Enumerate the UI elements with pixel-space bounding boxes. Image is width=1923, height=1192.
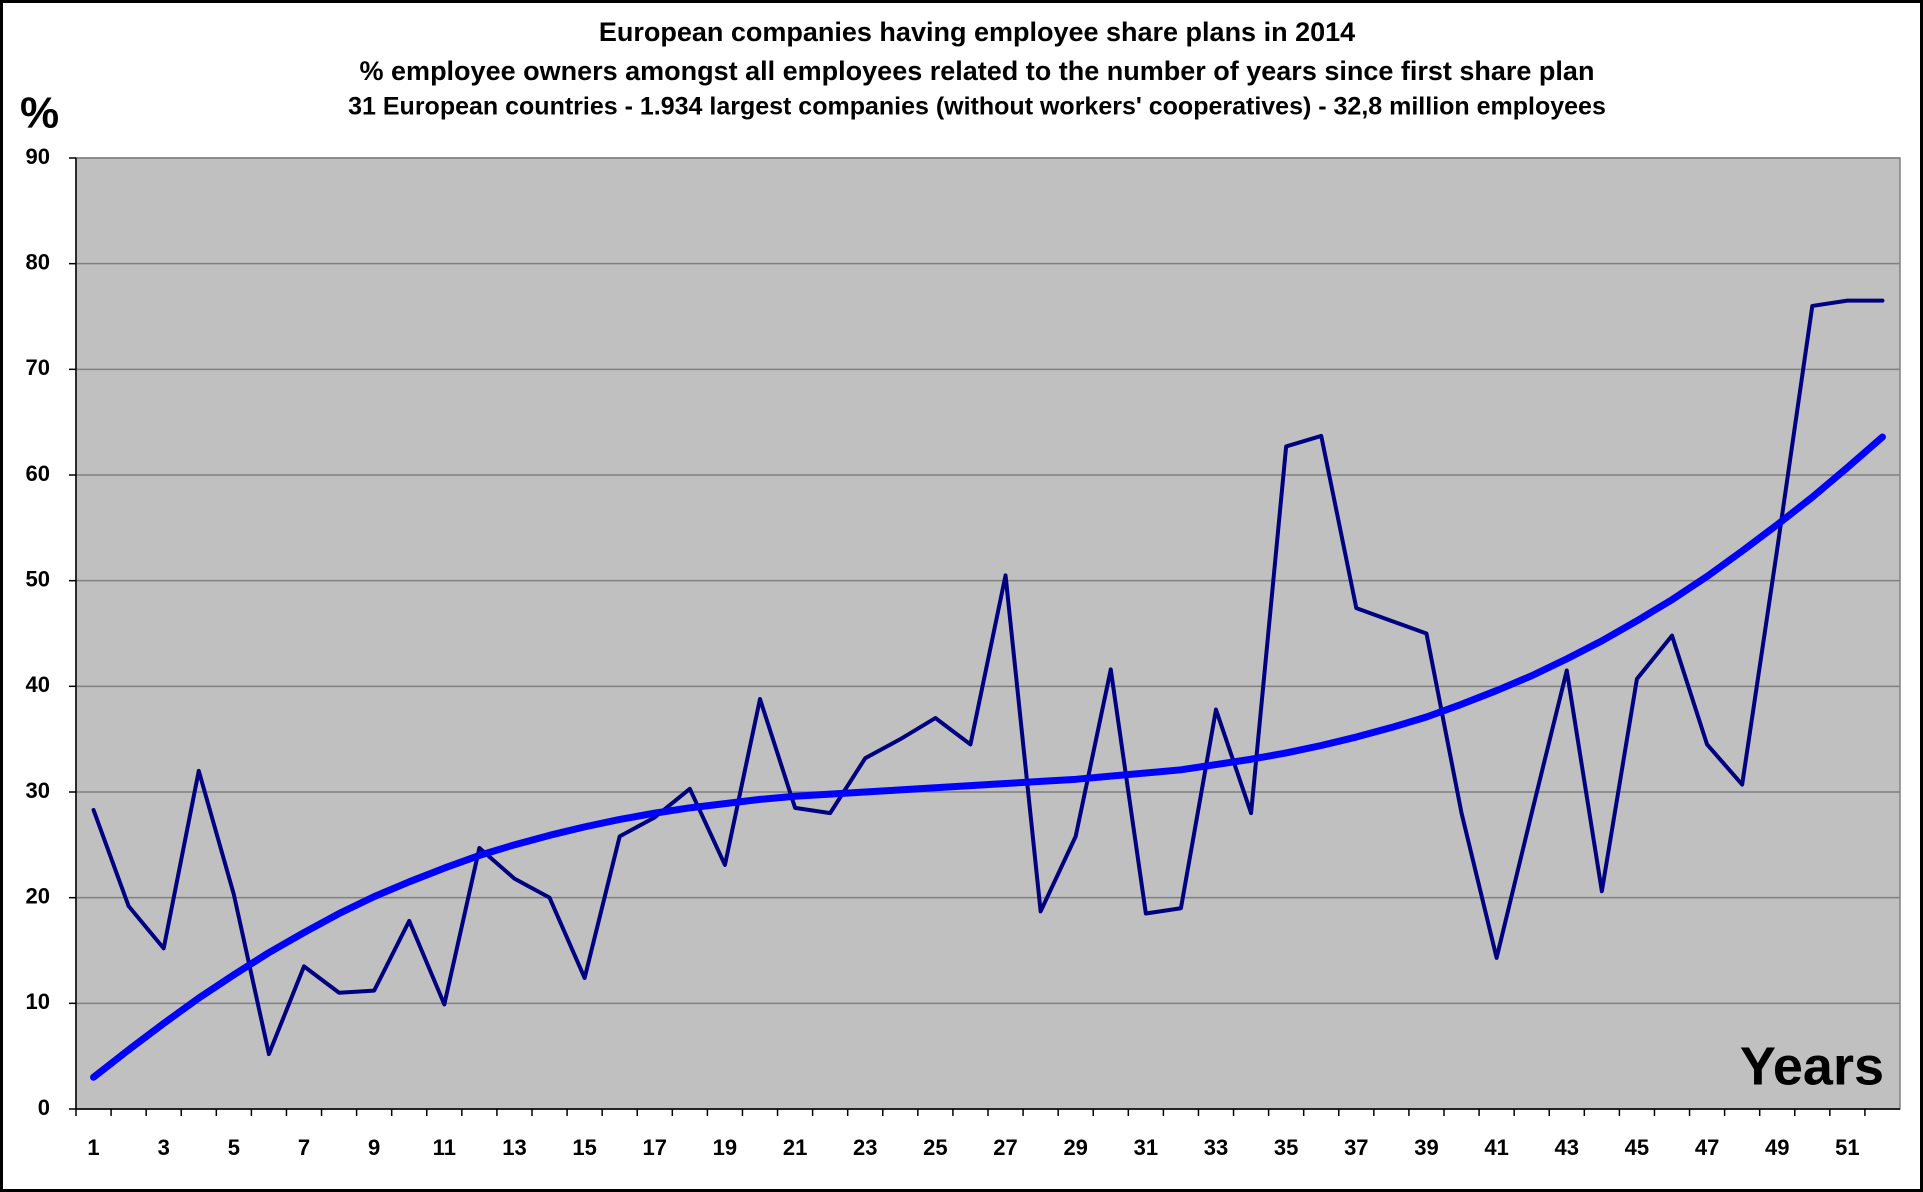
y-tick-label: 10 — [26, 989, 50, 1014]
x-tick-label: 27 — [993, 1135, 1017, 1160]
chart-subtitle: 31 European countries - 1.934 largest co… — [348, 93, 1606, 121]
x-tick-label: 7 — [298, 1135, 310, 1160]
y-tick-label: 70 — [26, 355, 50, 380]
x-tick-label: 41 — [1484, 1135, 1508, 1160]
trend-line — [90, 433, 1886, 1081]
x-tick-label: 43 — [1555, 1135, 1579, 1160]
x-tick-label: 31 — [1134, 1135, 1158, 1160]
x-tick-label: 51 — [1835, 1135, 1859, 1160]
x-tick-label: 39 — [1414, 1135, 1438, 1160]
x-tick-label: 25 — [923, 1135, 947, 1160]
y-tick-label: 60 — [26, 461, 50, 486]
x-tick-label: 37 — [1344, 1135, 1368, 1160]
chart-title: European companies having employee share… — [599, 17, 1355, 47]
x-tick-label: 23 — [853, 1135, 877, 1160]
y-tick-label: 40 — [26, 672, 50, 697]
x-tick-label: 9 — [368, 1135, 380, 1160]
x-tick-label: 21 — [783, 1135, 807, 1160]
y-axis-label: % — [20, 89, 59, 138]
y-tick-label: 20 — [26, 883, 50, 908]
x-tick-label: 15 — [572, 1135, 596, 1160]
plot-area — [75, 157, 1901, 1110]
x-tick-label: 13 — [502, 1135, 526, 1160]
x-tick-label: 3 — [158, 1135, 170, 1160]
x-tick-label: 19 — [713, 1135, 737, 1160]
x-tick-label: 5 — [228, 1135, 240, 1160]
x-tick-label: 49 — [1765, 1135, 1789, 1160]
x-axis-label: Years — [1740, 1036, 1884, 1096]
x-tick-label: 47 — [1695, 1135, 1719, 1160]
x-tick-label: 17 — [643, 1135, 667, 1160]
x-tick-label: 45 — [1625, 1135, 1649, 1160]
x-tick-label: 11 — [433, 1135, 456, 1160]
y-tick-label: 80 — [26, 249, 50, 274]
y-tick-label: 90 — [26, 144, 50, 169]
data-line — [91, 298, 1885, 1057]
x-tick-label: 33 — [1204, 1135, 1228, 1160]
x-tick-label: 35 — [1274, 1135, 1298, 1160]
y-tick-label: 30 — [26, 778, 50, 803]
x-tick-label: 1 — [87, 1135, 99, 1160]
y-tick-label: 0 — [38, 1095, 50, 1120]
chart-subtitle: % employee owners amongst all employees … — [360, 56, 1595, 86]
x-tick-label: 29 — [1063, 1135, 1087, 1160]
y-tick-label: 50 — [26, 566, 50, 591]
